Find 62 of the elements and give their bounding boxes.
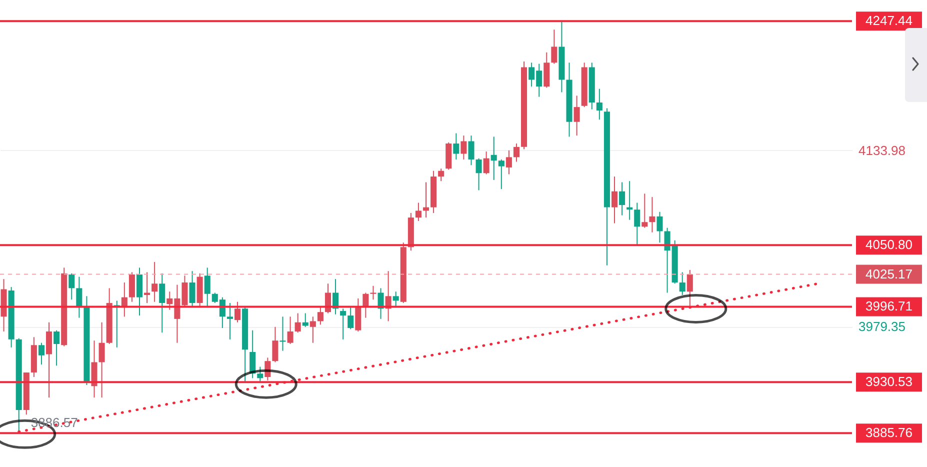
ref-line-label: 4050.80 <box>866 237 912 252</box>
candlestick <box>348 307 354 330</box>
ref-line-label: 3930.53 <box>866 374 912 390</box>
candlestick <box>257 366 264 383</box>
candlestick <box>596 88 602 120</box>
candlestick <box>574 95 580 136</box>
candlestick <box>54 330 60 366</box>
candlestick <box>76 276 82 318</box>
candlestick <box>611 176 618 224</box>
candlestick <box>679 272 686 296</box>
candlestick <box>128 272 135 302</box>
candlestick <box>294 312 301 334</box>
candlestick <box>340 308 346 340</box>
candlestick <box>544 52 550 88</box>
candlestick <box>370 285 376 300</box>
ref-line-label: 4025.17 <box>866 266 912 282</box>
candlestick <box>490 136 497 180</box>
candlestick <box>642 193 648 228</box>
candlestick <box>46 322 52 398</box>
candlestick <box>226 302 233 340</box>
candlestick <box>656 211 663 244</box>
candlestick <box>189 270 196 308</box>
candlestick <box>68 272 75 300</box>
candlestick <box>317 307 324 326</box>
candlestick <box>506 150 512 175</box>
candlestick <box>204 267 210 308</box>
candlestick <box>98 322 105 398</box>
candlestick <box>468 135 474 166</box>
candlestick <box>453 132 460 160</box>
candlestick <box>460 135 467 160</box>
candlestick <box>324 283 331 314</box>
candlestick <box>234 301 241 323</box>
candlestick <box>310 316 316 344</box>
candlestick <box>159 272 166 334</box>
candlestick <box>415 202 422 222</box>
candlestick <box>144 272 150 304</box>
candlestick <box>91 340 98 398</box>
ref-line-label: 3885.76 <box>866 425 912 440</box>
candlestick <box>438 168 444 182</box>
candlestick <box>392 291 399 308</box>
candlestick <box>619 182 626 216</box>
candlestick <box>498 158 504 190</box>
candlestick <box>686 269 693 308</box>
candlestick <box>513 143 520 162</box>
y-tick-label: 4133.98 <box>858 142 906 158</box>
ref-line-label: 3996.71 <box>866 298 912 314</box>
candlestick <box>287 316 294 344</box>
candlestick <box>483 150 490 175</box>
candlestick <box>272 326 278 363</box>
candlestick <box>378 288 384 320</box>
candlestick <box>551 29 558 64</box>
candlestick <box>476 158 482 191</box>
candlestick <box>136 267 143 316</box>
candlestick <box>634 202 640 246</box>
candlestick <box>38 342 44 365</box>
candlestick <box>152 261 158 302</box>
candlestick <box>649 196 656 233</box>
candlestick <box>280 316 286 352</box>
candlestick <box>355 298 362 332</box>
ref-line-label: 4247.44 <box>866 13 912 28</box>
y-tick-label: 3979.35 <box>858 319 906 334</box>
candlestick <box>302 312 308 328</box>
